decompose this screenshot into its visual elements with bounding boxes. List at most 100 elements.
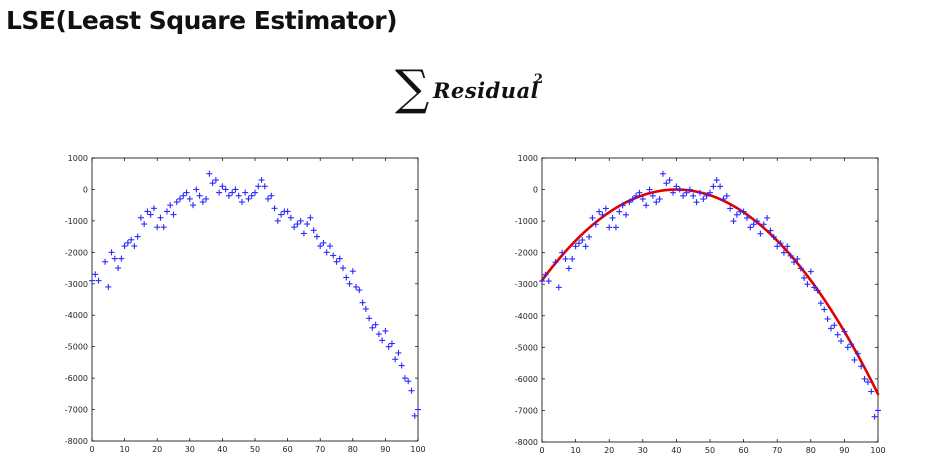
data-point (817, 300, 824, 307)
y-tick-label: -1000 (65, 217, 88, 226)
data-point (844, 344, 851, 351)
data-point (791, 259, 797, 266)
data-point (656, 196, 663, 203)
data-point (157, 214, 164, 221)
data-point (343, 274, 350, 281)
data-point (385, 343, 392, 350)
data-point (131, 243, 138, 250)
data-point (186, 195, 193, 202)
data-point (720, 196, 727, 203)
data-point (717, 183, 724, 190)
data-point (232, 186, 239, 193)
data-point (666, 177, 673, 184)
data-point (801, 274, 808, 281)
data-point (173, 199, 180, 206)
data-point (225, 192, 232, 199)
x-tick-label: 60 (283, 445, 293, 454)
data-point (108, 249, 115, 256)
data-point (268, 192, 275, 199)
data-point (278, 211, 285, 218)
y-tick-label: -7000 (65, 406, 88, 415)
slide-title: LSE(Least Square Estimator) (6, 6, 398, 35)
data-point (713, 177, 720, 184)
data-point (572, 243, 579, 250)
data-point (222, 186, 229, 193)
x-tick-label: 10 (120, 445, 130, 454)
residual-sum-formula: ∑ Residual 2 (395, 60, 565, 116)
data-point (362, 305, 369, 312)
data-point (804, 281, 811, 288)
data-point (733, 211, 740, 218)
data-point (629, 196, 636, 203)
y-tick-label: 0 (83, 185, 88, 194)
data-point (838, 338, 845, 345)
data-point (170, 211, 177, 218)
data-point (89, 277, 95, 284)
data-point (592, 221, 599, 228)
data-point (167, 202, 174, 209)
data-point (649, 192, 656, 199)
data-point (300, 230, 307, 237)
data-point (848, 341, 855, 348)
y-tick-label: 0 (533, 186, 538, 195)
data-point (875, 407, 881, 414)
x-tick-label: 100 (410, 445, 425, 454)
data-point (871, 413, 878, 420)
data-point (602, 205, 609, 212)
data-point (814, 287, 821, 294)
data-point (740, 208, 747, 215)
data-point (216, 189, 223, 196)
data-point (730, 218, 737, 225)
data-point (586, 233, 593, 240)
data-point (203, 195, 210, 202)
data-point (841, 328, 848, 335)
data-point (811, 284, 818, 291)
data-point (646, 186, 653, 193)
data-point (411, 412, 418, 419)
data-point (330, 252, 337, 259)
data-point (623, 211, 629, 218)
data-point (297, 217, 304, 224)
data-point (703, 192, 710, 199)
data-point (369, 324, 376, 331)
data-point (160, 224, 167, 231)
data-point (821, 306, 828, 313)
data-point (636, 189, 643, 196)
formula-residual-word: Residual (433, 78, 540, 103)
y-tick-label: -2000 (515, 249, 538, 258)
data-point (680, 192, 687, 199)
x-tick-label: 90 (839, 446, 849, 455)
data-point (180, 192, 187, 199)
data-point (807, 268, 814, 275)
data-point (868, 388, 875, 395)
data-point (690, 192, 697, 199)
data-point (757, 230, 764, 237)
data-point (653, 199, 660, 206)
data-point (307, 214, 314, 221)
x-tick-label: 50 (250, 445, 260, 454)
data-point (366, 315, 373, 322)
data-point (121, 243, 128, 250)
data-point (294, 221, 301, 228)
y-tick-label: -3000 (515, 280, 538, 289)
data-point (700, 196, 707, 203)
data-point (545, 278, 552, 285)
data-point (777, 240, 784, 247)
data-point (375, 331, 382, 338)
data-point (154, 224, 161, 231)
data-point (115, 265, 122, 272)
data-point (372, 321, 379, 328)
data-point (235, 192, 242, 199)
data-point (552, 259, 559, 266)
data-point (242, 189, 249, 196)
summation-symbol: ∑ (395, 60, 430, 116)
data-point (693, 199, 700, 206)
data-point (252, 189, 258, 196)
data-point (797, 265, 804, 272)
y-tick-label: -4000 (515, 312, 538, 321)
data-point (102, 258, 109, 265)
y-tick-label: -6000 (515, 375, 538, 384)
data-point (255, 183, 262, 190)
data-point (415, 406, 421, 413)
scatter-plot-with-fit: 0 10 20 30 40 50 60 70 80 90 100 1000 0 -1000 -2000 -30… (515, 154, 886, 455)
